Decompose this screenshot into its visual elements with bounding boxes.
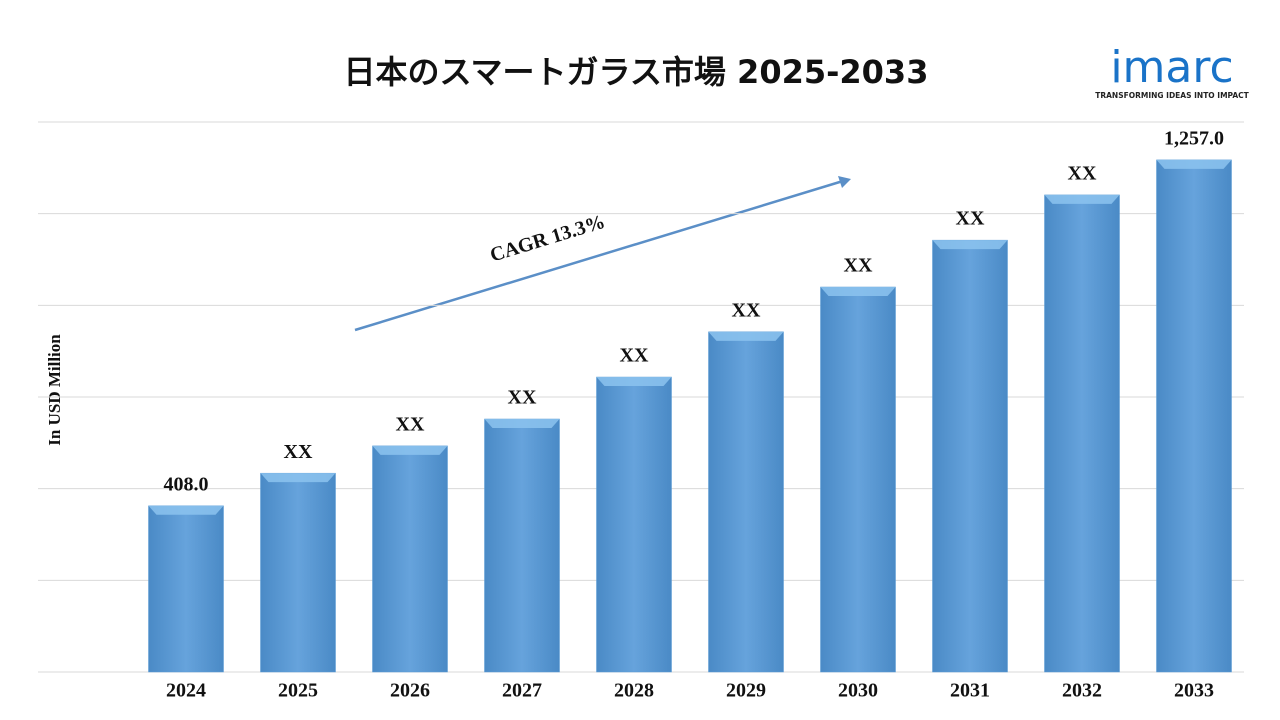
data-label: 408.0 — [164, 473, 209, 495]
bar — [484, 418, 560, 673]
data-label: XX — [396, 413, 425, 435]
data-label: XX — [732, 299, 761, 321]
bar — [372, 445, 448, 673]
x-tick-label: 2028 — [614, 680, 654, 702]
x-tick-label: 2032 — [1062, 680, 1102, 702]
x-tick-label: 2025 — [278, 680, 318, 702]
y-axis-label: In USD Million — [45, 334, 64, 446]
logo-tagline: TRANSFORMING IDEAS INTO IMPACT — [1095, 91, 1249, 100]
bar — [1044, 194, 1120, 673]
bar — [932, 239, 1008, 673]
bar — [260, 472, 336, 673]
bar-cap — [260, 473, 336, 483]
logo-name: imarc — [1110, 42, 1233, 93]
bar-cap — [708, 331, 784, 341]
bar — [1156, 159, 1232, 673]
data-label: 1,257.0 — [1164, 127, 1224, 149]
data-label: XX — [956, 208, 985, 230]
bar-cap — [148, 505, 224, 515]
x-tick-label: 2026 — [390, 680, 430, 702]
bar-cap — [932, 240, 1008, 250]
bar — [708, 331, 784, 673]
bar — [820, 286, 896, 673]
x-tick-label: 2029 — [726, 680, 766, 702]
x-tick-label: 2033 — [1174, 680, 1214, 702]
bar-cap — [1156, 159, 1232, 169]
bar — [596, 376, 672, 673]
x-tick-label: 2027 — [502, 680, 542, 702]
x-tick-label: 2024 — [166, 680, 206, 702]
chart-title: 日本のスマートガラス市場 2025-2033 — [344, 53, 929, 91]
data-label: XX — [844, 255, 873, 277]
data-label: XX — [508, 387, 537, 409]
data-label: XX — [284, 441, 313, 463]
cagr-arrow-head — [838, 176, 851, 188]
x-tick-label: 2030 — [838, 680, 878, 702]
data-label: XX — [620, 345, 649, 367]
data-label: XX — [1068, 163, 1097, 185]
bar-cap — [1044, 194, 1120, 204]
bar-cap — [484, 419, 560, 428]
bar-cap — [820, 287, 896, 296]
cagr-arrow — [354, 179, 844, 332]
bar-cap — [596, 377, 672, 387]
x-tick-label: 2031 — [950, 680, 990, 702]
bar-cap — [372, 445, 448, 455]
bar — [148, 505, 224, 673]
